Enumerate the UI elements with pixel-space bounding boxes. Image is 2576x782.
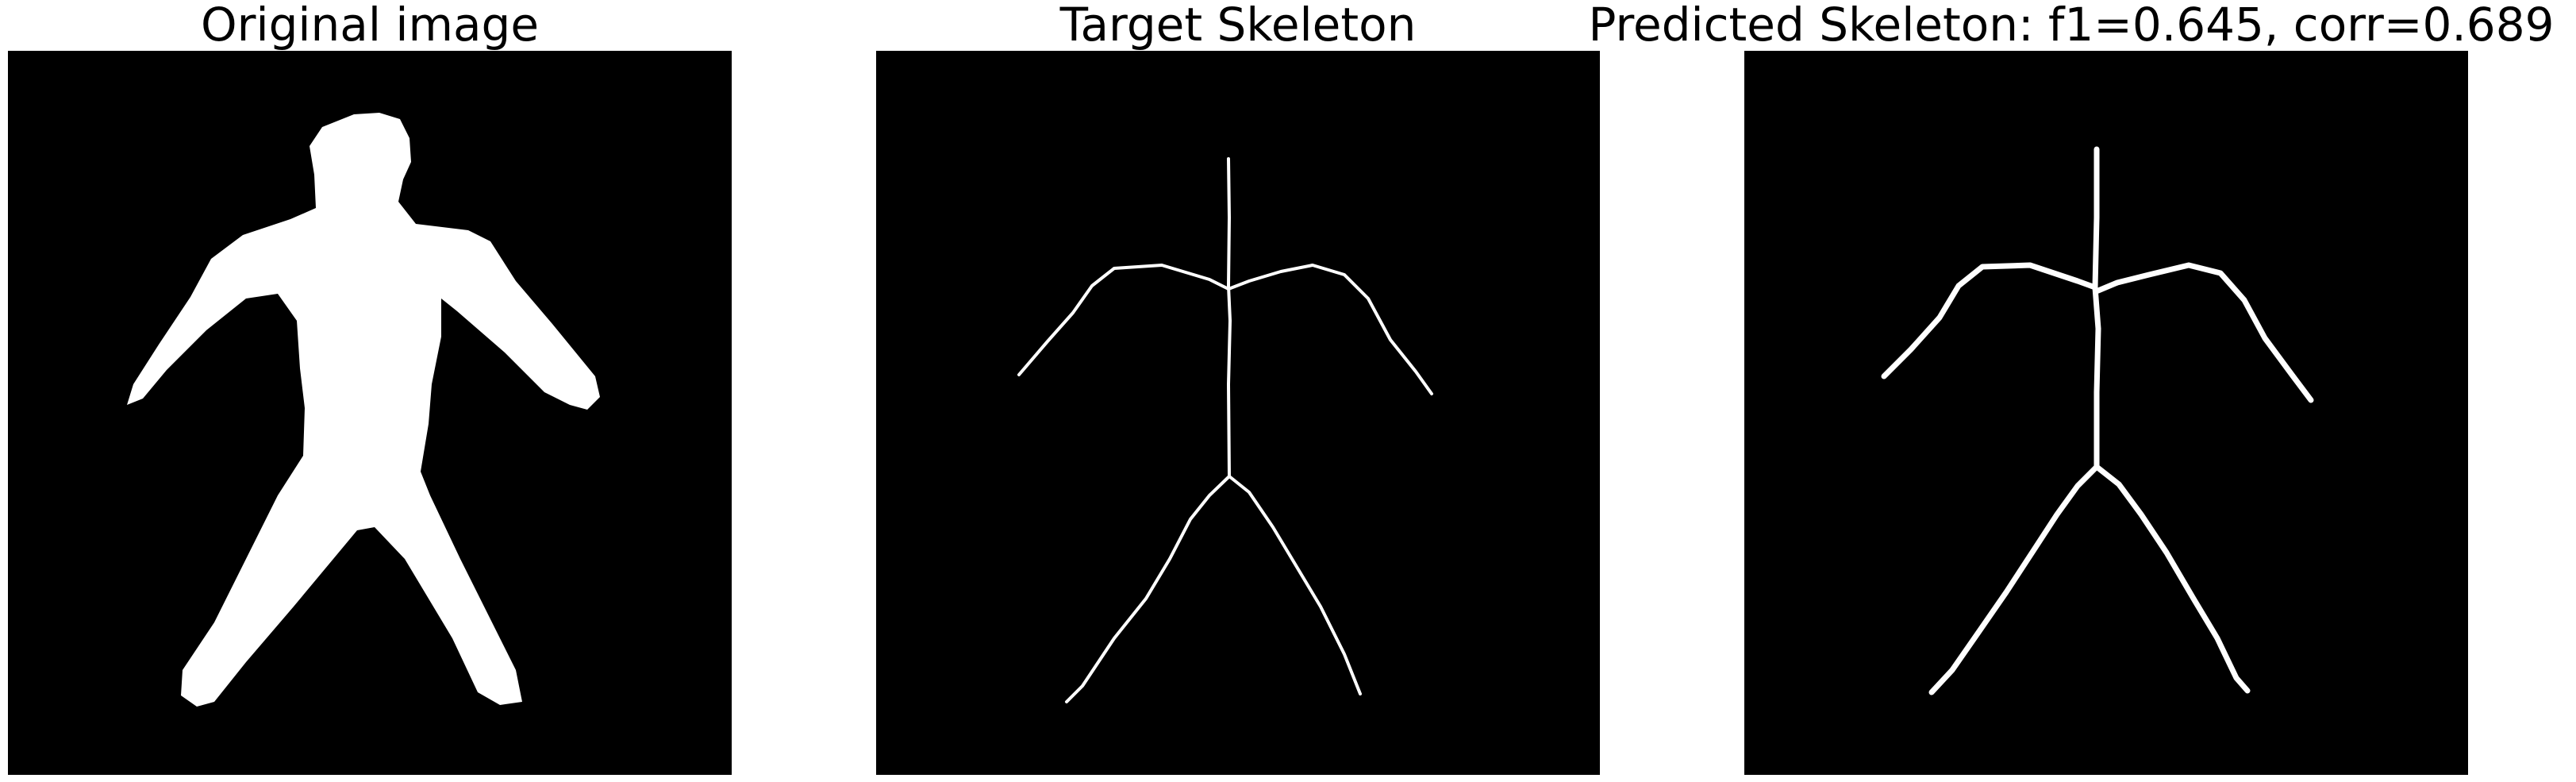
panel-title-original: Original image xyxy=(200,0,540,52)
target-skeleton-panel xyxy=(876,51,1600,775)
predicted-right-leg xyxy=(2093,464,2251,694)
predicted-left-arm xyxy=(1881,262,2098,379)
predicted-right-arm xyxy=(2095,262,2314,403)
original-image-panel xyxy=(8,51,732,775)
target-skeleton-image xyxy=(876,51,1600,775)
target-left-leg xyxy=(1065,475,1231,703)
predicted-spine xyxy=(2092,146,2101,470)
target-spine xyxy=(1227,157,1232,478)
target-right-leg xyxy=(1228,475,1362,695)
predicted-skeleton-image xyxy=(1744,51,2468,775)
predicted-skeleton-panel xyxy=(1744,51,2468,775)
figure-silhouette xyxy=(127,113,600,707)
panel-title-target: Target Skeleton xyxy=(1059,0,1417,52)
original-silhouette-image xyxy=(8,51,732,775)
predicted-left-leg xyxy=(1928,464,2100,695)
target-right-arm xyxy=(1227,264,1433,395)
panel-title-predicted: Predicted Skeleton: f1=0.645, corr=0.689 xyxy=(1588,0,2555,52)
target-left-arm xyxy=(1017,264,1230,376)
